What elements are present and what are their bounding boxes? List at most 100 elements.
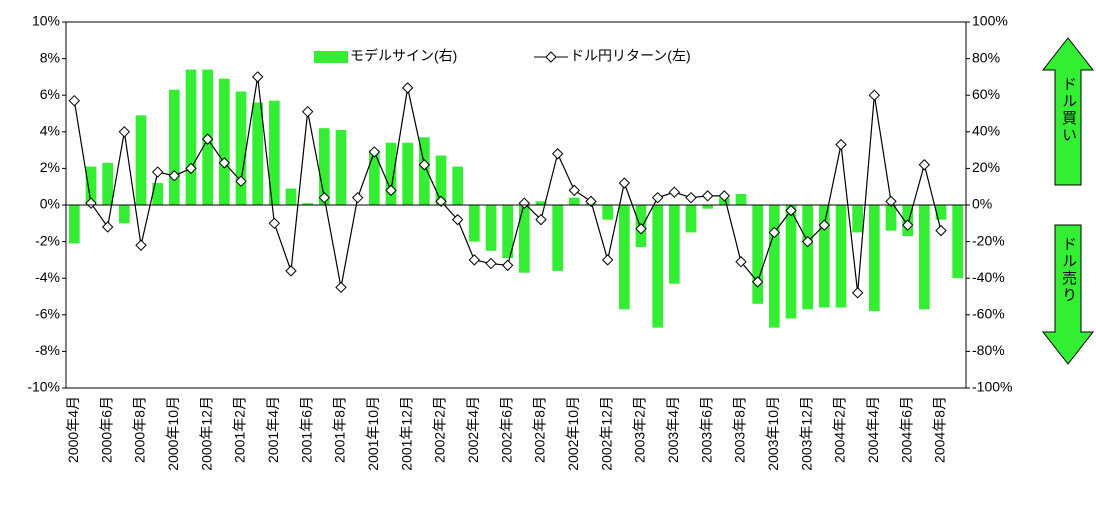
bar [502,205,513,259]
legend-label: モデルサイン(右) [350,48,457,64]
sell-label: ドル売り [1060,236,1077,304]
y2-tick-label: 40% [972,123,1000,139]
marker [851,287,864,299]
bar [369,150,380,205]
x-tick-label: 2001年10月 [365,396,381,471]
x-tick-label: 2000年10月 [165,396,181,471]
marker [768,226,781,239]
marker [801,235,814,248]
y-tick-label: -4% [35,269,60,285]
bar [485,205,497,251]
bar [535,201,547,205]
marker [218,157,231,169]
x-tick-label: 2003年4月 [665,396,681,463]
bar [335,129,347,205]
x-tick-label: 2001年4月 [265,396,281,463]
x-tick-label: 2003年8月 [732,396,748,463]
marker [435,195,447,208]
bar [602,205,613,220]
marker [635,223,647,235]
marker [551,148,564,160]
y-tick-label: -6% [35,306,60,322]
marker [668,186,681,198]
marker [618,177,631,189]
bar [652,205,663,328]
bar [152,183,163,205]
marker [535,213,547,226]
x-tick-label: 2004年6月 [898,396,914,463]
bar [735,194,747,205]
bar [819,205,830,308]
bar [169,89,180,205]
bar [402,142,413,205]
x-tick-label: 2003年10月 [765,396,781,471]
y2-tick-label: -40% [972,269,1005,285]
marker [468,254,481,266]
bar [769,205,780,328]
bar [785,205,797,319]
marker [685,191,697,204]
bar [469,205,480,242]
marker [601,254,614,266]
bar [385,142,397,205]
bar [569,197,580,205]
x-tick-label: 2001年12月 [398,396,414,471]
marker [901,219,914,231]
y2-tick-label: 20% [972,159,1000,175]
marker [251,71,264,83]
y-tick-label: 2% [40,159,60,175]
bar [235,91,247,205]
marker [718,190,731,202]
marker [85,197,97,209]
y-tick-label: -8% [35,342,60,358]
marker [185,162,197,175]
y2-tick-label: 60% [972,86,1000,102]
marker [835,138,847,151]
x-tick-label: 2002年12月 [598,396,614,471]
marker [318,191,331,204]
x-tick-label: 2002年10月 [565,396,581,471]
bar [419,137,430,205]
bar [435,155,447,205]
marker [235,175,247,187]
marker [585,195,597,208]
bar [285,188,297,205]
marker [151,166,164,178]
marker [135,239,147,251]
x-tick-label: 2001年8月 [332,396,348,463]
bar [702,205,713,209]
x-tick-label: 2003年2月 [632,396,648,463]
x-tick-label: 2004年8月 [932,396,948,463]
y-tick-label: -2% [35,232,60,248]
legend-marker [545,51,557,63]
marker [351,191,364,204]
bar [802,205,813,310]
x-tick-label: 2002年6月 [498,396,514,463]
bar [302,203,313,205]
marker [501,259,514,272]
y2-tick-label: -60% [972,306,1005,322]
x-tick-label: 2000年12月 [198,396,214,471]
marker [285,265,297,277]
marker [651,191,664,204]
x-tick-label: 2000年8月 [132,396,148,463]
marker [451,213,464,226]
marker [868,89,881,101]
bar [552,205,563,271]
bar [102,162,113,205]
y-tick-label: 8% [40,49,60,65]
x-tick-label: 2003年6月 [698,396,714,463]
x-tick-label: 2004年4月 [865,396,881,463]
bar [85,166,97,205]
bar [135,115,147,205]
y-tick-label: 10% [32,13,60,29]
bar [885,205,897,231]
marker [368,146,381,158]
x-tick-label: 2004年2月 [832,396,848,463]
buy-arrow [1041,37,1095,186]
marker [518,197,531,209]
y-tick-label: -10% [27,379,60,395]
marker [118,126,131,138]
bar [919,205,930,310]
marker [268,217,281,230]
